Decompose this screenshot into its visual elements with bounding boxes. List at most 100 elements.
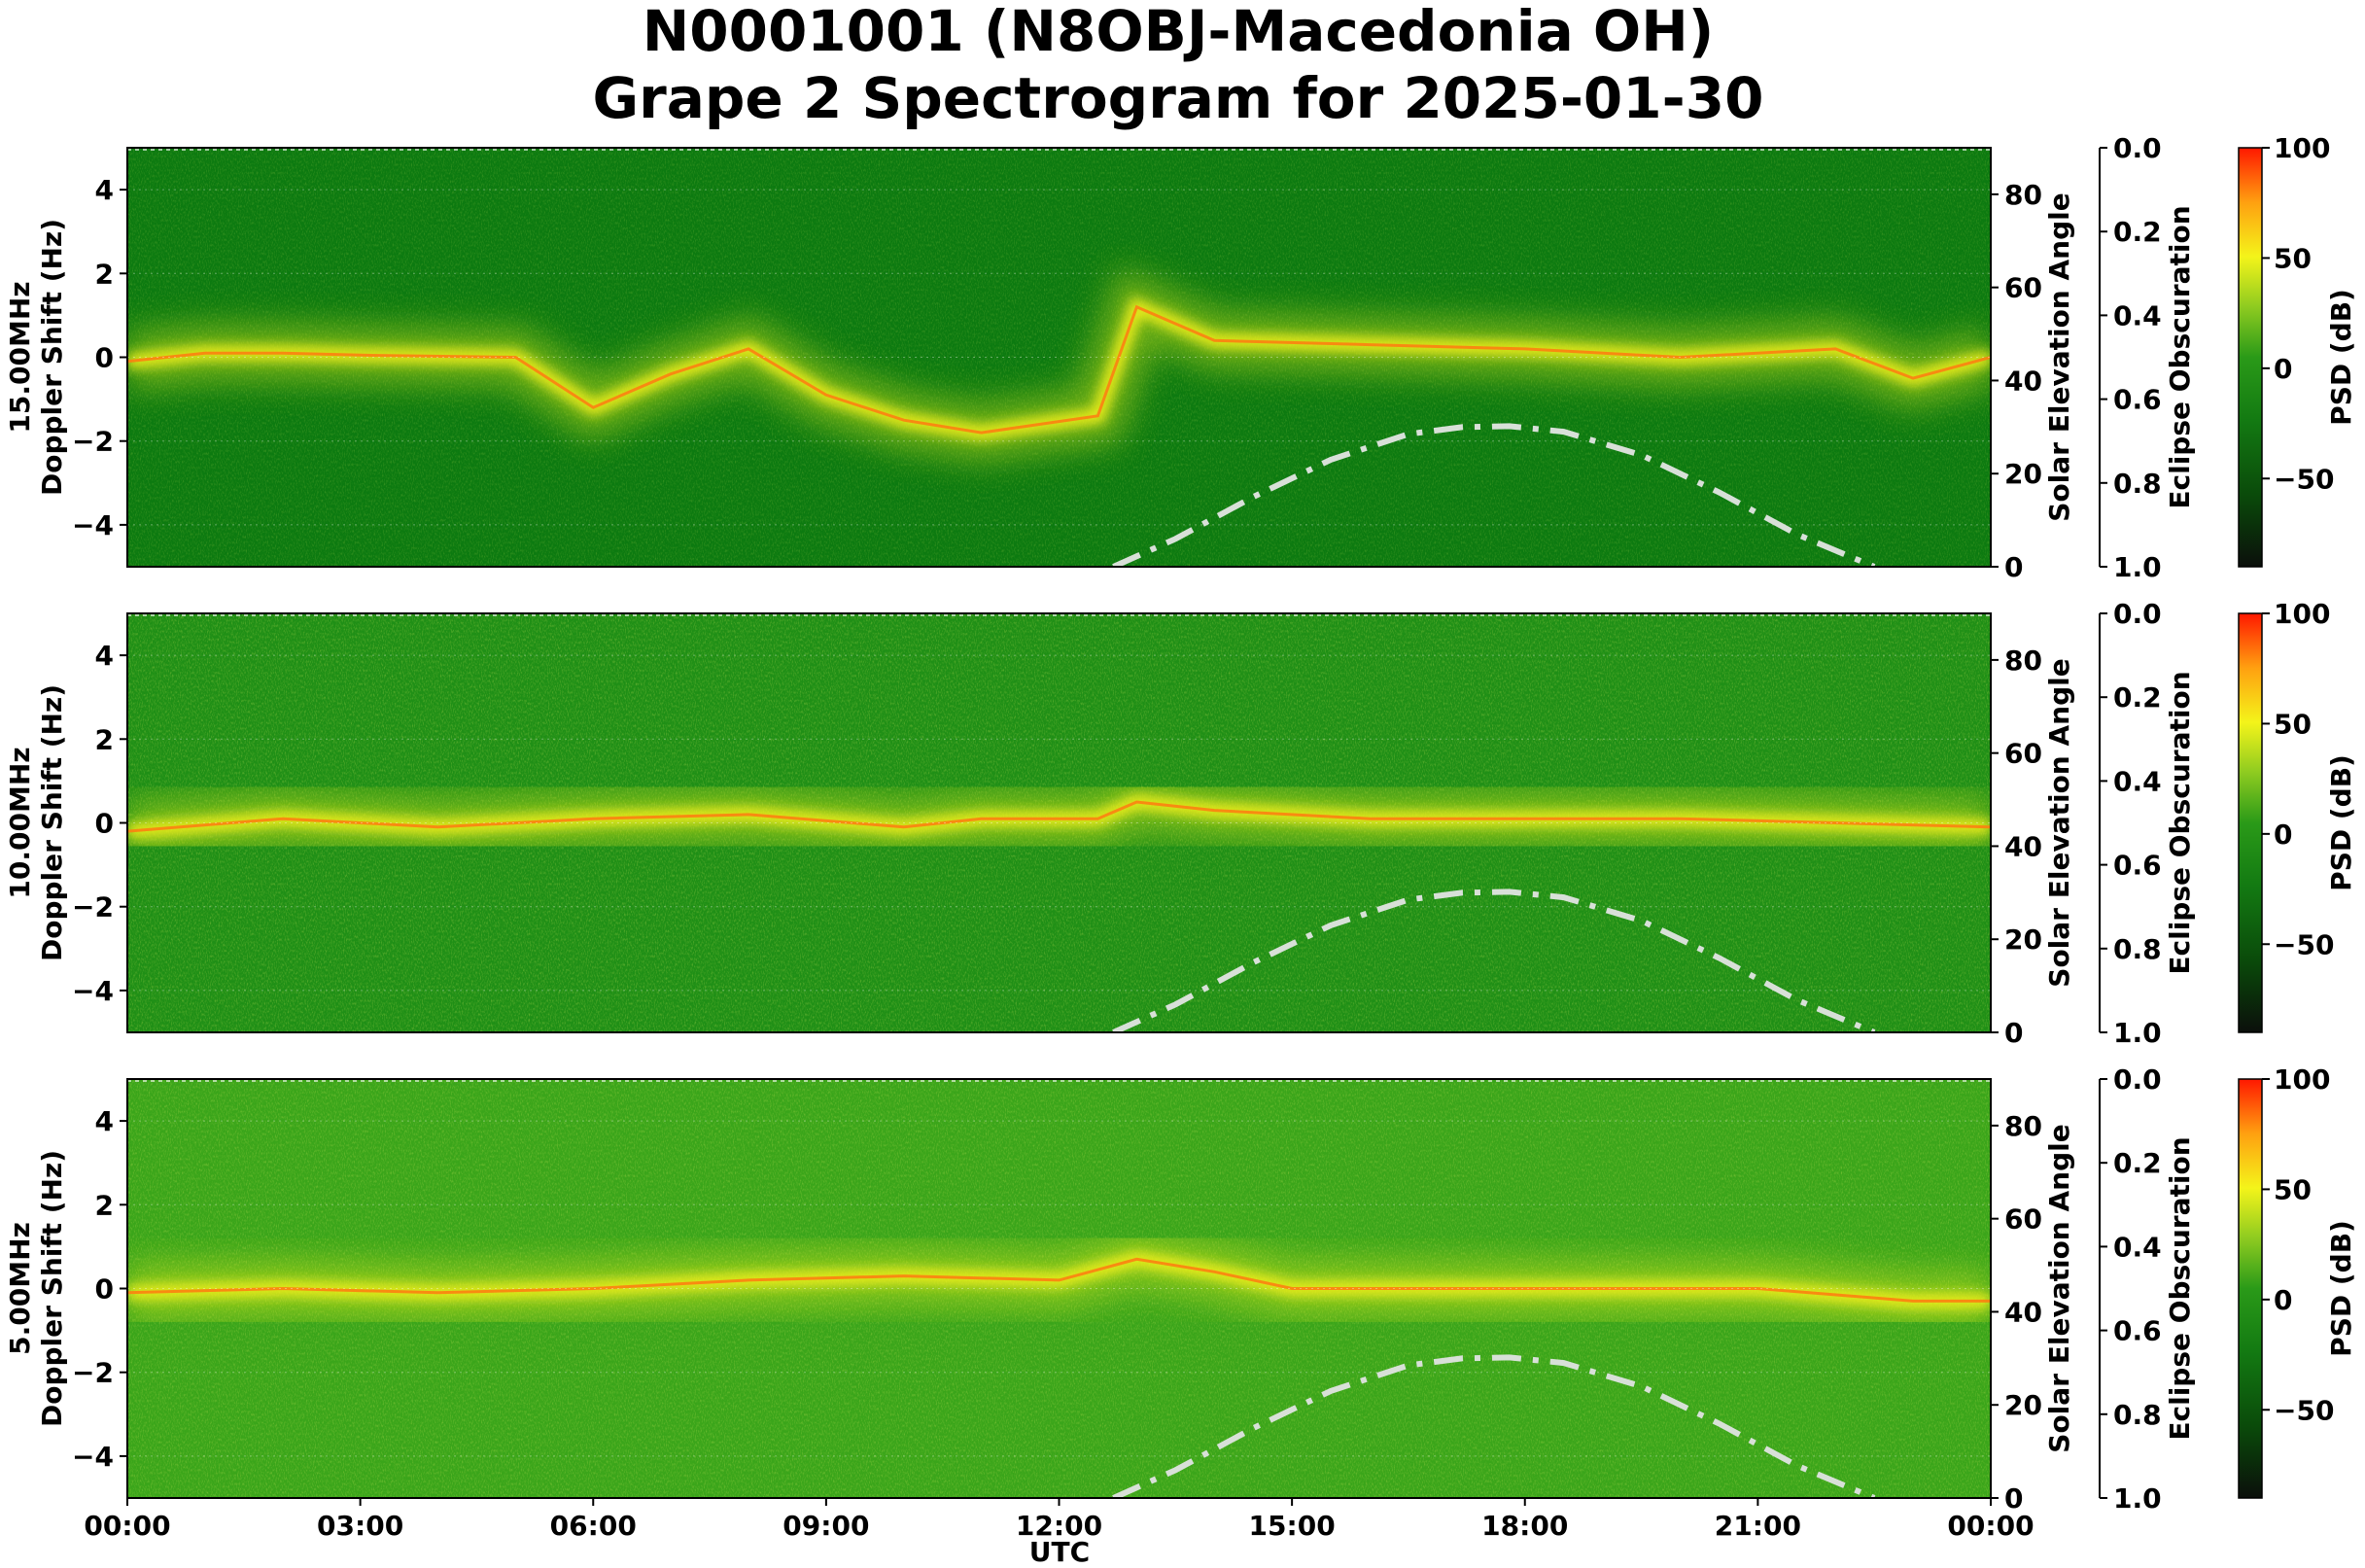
panel-2: −4 −2 0 2 4 10.00MHzDoppler Shift (Hz) 0 20 40 60…	[4, 598, 2357, 1049]
spectrogram-image	[127, 148, 1991, 567]
panel-3: −4 −2 0 2 4 5.00MHzDoppler Shift (Hz) 0 20 40 60 8…	[4, 1063, 2357, 1515]
x-tick-label: 00:00	[84, 1510, 170, 1542]
y-right-tick-label: 60	[2004, 272, 2042, 304]
eclipse-axis-label: Eclipse Obscuration	[2164, 671, 2196, 974]
eclipse-axis-label: Eclipse Obscuration	[2164, 205, 2196, 508]
y-tick-label: −2	[72, 426, 114, 458]
y-right-tick-label: 60	[2004, 738, 2042, 770]
y-right-tick-label: 0	[2004, 551, 2023, 583]
y-right-tick-label: 0	[2004, 1482, 2023, 1515]
colorbar	[2238, 1078, 2263, 1499]
y-right-tick-label: 80	[2004, 645, 2042, 677]
x-axis-label: UTC	[1029, 1536, 1090, 1568]
x-tick-label: 06:00	[550, 1510, 637, 1542]
eclipse-tick-label: 0.6	[2113, 850, 2162, 882]
colorbar-tick-label: −50	[2274, 928, 2334, 960]
y-axis-label: 5.00MHzDoppler Shift (Hz)	[4, 1150, 68, 1427]
eclipse-tick-label: 0.0	[2113, 132, 2162, 164]
signal-core	[127, 800, 1991, 833]
x-tick-label: 00:00	[1947, 1510, 2034, 1542]
x-tick-label: 18:00	[1481, 1510, 1568, 1542]
x-axis: 00:00 03:00 06:00 09:00 12:00 15:00 18:00 21:00…	[84, 1498, 2035, 1542]
x-tick-label: 09:00	[783, 1510, 869, 1542]
colorbar-tick-label: 100	[2274, 132, 2330, 164]
solar-elevation-curve	[1112, 423, 1876, 567]
colorbar-tick-label: 50	[2274, 708, 2312, 740]
y-tick-label: 2	[95, 723, 114, 755]
eclipse-tick-label: 0.2	[2113, 216, 2162, 248]
y-tick-label: −2	[72, 1357, 114, 1389]
x-tick-label: 21:00	[1715, 1510, 1801, 1542]
y-right-tick-label: 40	[2004, 830, 2042, 862]
y-right-tick-label: 80	[2004, 179, 2042, 211]
y-tick-label: 0	[95, 1273, 114, 1306]
y-tick-label: −4	[72, 1441, 114, 1473]
y-right-tick-label: 40	[2004, 365, 2042, 397]
x-tick-label: 15:00	[1249, 1510, 1336, 1542]
colorbar-tick-label: 0	[2274, 1284, 2292, 1316]
y-axis-label: 10.00MHzDoppler Shift (Hz)	[4, 684, 68, 961]
eclipse-tick-label: 0.6	[2113, 1315, 2162, 1347]
y-axis-label: 15.00MHzDoppler Shift (Hz)	[4, 219, 68, 496]
x-tick-label: 12:00	[1016, 1510, 1102, 1542]
eclipse-tick-label: 0.0	[2113, 1063, 2162, 1096]
y-tick-label: 4	[95, 1105, 114, 1137]
eclipse-tick-label: 0.4	[2113, 765, 2162, 797]
y-right-tick-label: 80	[2004, 1110, 2042, 1142]
eclipse-tick-label: 1.0	[2113, 1482, 2162, 1515]
chart-title-line1: N0001001 (N8OBJ-Macedonia OH)	[643, 0, 1715, 64]
colorbar-tick-label: 100	[2274, 598, 2330, 630]
x-tick-label: 03:00	[317, 1510, 403, 1542]
eclipse-tick-label: 0.8	[2113, 933, 2162, 965]
eclipse-tick-label: 0.4	[2113, 1231, 2162, 1263]
colorbar-tick-label: 0	[2274, 353, 2292, 385]
y-tick-label: 4	[95, 640, 114, 672]
y-right-axis-label: Solar Elevation Angle	[2043, 658, 2075, 987]
solar-elevation-curve	[1112, 889, 1876, 1032]
colorbar-tick-label: −50	[2274, 463, 2334, 495]
colorbar-label: PSD (dB)	[2325, 1220, 2357, 1357]
panel-1: −4 −2 0 2 4 15.00MHzDoppler Shift (Hz) 0 20 40 60…	[4, 132, 2357, 583]
colorbar-label: PSD (dB)	[2325, 754, 2357, 891]
y-tick-label: 0	[95, 808, 114, 840]
eclipse-axis-label: Eclipse Obscuration	[2164, 1136, 2196, 1440]
y-right-axis-label: Solar Elevation Angle	[2043, 192, 2075, 521]
eclipse-tick-label: 0.2	[2113, 1147, 2162, 1179]
eclipse-tick-label: 1.0	[2113, 1017, 2162, 1049]
eclipse-tick-label: 0.6	[2113, 384, 2162, 416]
y-right-tick-label: 20	[2004, 1389, 2042, 1421]
y-tick-label: 0	[95, 342, 114, 374]
y-right-tick-label: 60	[2004, 1203, 2042, 1236]
colorbar-tick-label: 100	[2274, 1063, 2330, 1096]
y-tick-label: −2	[72, 891, 114, 923]
eclipse-tick-label: 0.0	[2113, 598, 2162, 630]
y-right-axis-label: Solar Elevation Angle	[2043, 1124, 2075, 1452]
y-right-tick-label: 0	[2004, 1017, 2023, 1049]
eclipse-tick-label: 0.8	[2113, 1399, 2162, 1431]
eclipse-tick-label: 0.2	[2113, 681, 2162, 714]
chart-title-line2: Grape 2 Spectrogram for 2025-01-30	[593, 65, 1764, 131]
colorbar	[2238, 612, 2263, 1033]
y-right-tick-label: 20	[2004, 458, 2042, 490]
y-right-tick-label: 20	[2004, 923, 2042, 956]
eclipse-tick-label: 1.0	[2113, 551, 2162, 583]
y-tick-label: −4	[72, 975, 114, 1007]
y-tick-label: −4	[72, 509, 114, 541]
colorbar-tick-label: 0	[2274, 819, 2292, 851]
eclipse-tick-label: 0.8	[2113, 468, 2162, 500]
eclipse-tick-label: 0.4	[2113, 299, 2162, 331]
colorbar-label: PSD (dB)	[2325, 289, 2357, 426]
colorbar-tick-label: −50	[2274, 1394, 2334, 1426]
y-tick-label: 4	[95, 174, 114, 206]
spectrogram-image	[127, 613, 1991, 1032]
colorbar-tick-label: 50	[2274, 242, 2312, 274]
signal-core	[127, 1257, 1991, 1303]
spectrogram-image	[127, 1079, 1991, 1498]
colorbar-tick-label: 50	[2274, 1173, 2312, 1205]
y-right-tick-label: 40	[2004, 1296, 2042, 1328]
colorbar	[2238, 147, 2263, 568]
signal-core	[127, 304, 1991, 435]
y-tick-label: 2	[95, 1189, 114, 1221]
